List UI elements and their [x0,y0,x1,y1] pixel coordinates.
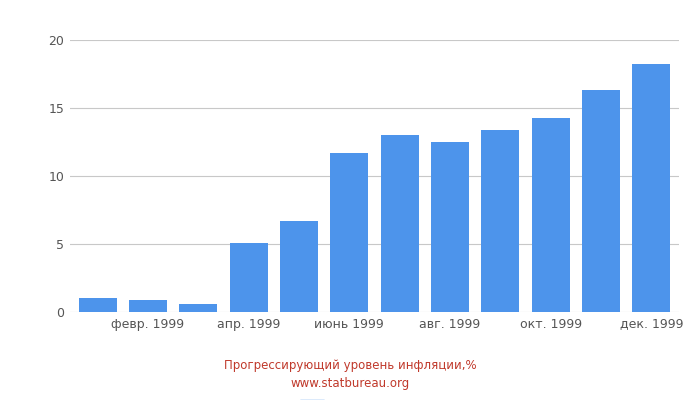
Bar [482,130,519,312]
Bar [79,298,117,312]
Text: Прогрессирующий уровень инфляции,%
www.statbureau.org: Прогрессирующий уровень инфляции,% www.s… [224,359,476,390]
Bar [280,221,318,312]
Bar [381,135,419,312]
Bar [179,304,217,312]
Bar [582,90,620,312]
Bar [330,153,368,312]
Bar [632,64,670,312]
Bar [129,300,167,312]
Bar [431,142,469,312]
Bar [532,118,570,312]
Bar [230,243,267,312]
